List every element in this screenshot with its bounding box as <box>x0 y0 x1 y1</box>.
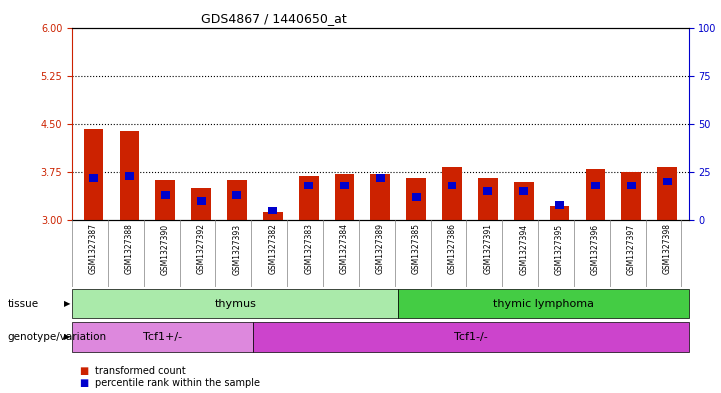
Bar <box>399 289 689 318</box>
Text: tissue: tissue <box>7 299 38 309</box>
Bar <box>197 197 205 205</box>
Bar <box>340 182 349 189</box>
Bar <box>84 129 103 220</box>
Bar <box>298 176 319 220</box>
Text: ■: ■ <box>79 366 89 376</box>
Text: GSM1327394: GSM1327394 <box>519 223 528 275</box>
Bar <box>549 206 570 220</box>
Bar <box>191 188 211 220</box>
Text: ▶: ▶ <box>63 299 71 308</box>
Bar <box>555 201 564 209</box>
Text: GSM1327387: GSM1327387 <box>89 223 98 274</box>
Bar <box>268 207 278 214</box>
Bar <box>232 191 242 199</box>
Text: Tcf1+/-: Tcf1+/- <box>143 332 182 342</box>
Bar <box>591 182 600 189</box>
Bar <box>412 193 420 201</box>
Bar <box>448 182 456 189</box>
Bar <box>125 172 134 180</box>
Bar <box>483 187 492 195</box>
Bar <box>335 174 354 220</box>
Bar <box>120 132 139 220</box>
Bar <box>227 180 247 220</box>
Text: GDS4867 / 1440650_at: GDS4867 / 1440650_at <box>201 12 347 25</box>
Text: ■: ■ <box>79 378 89 388</box>
Text: GSM1327393: GSM1327393 <box>232 223 242 275</box>
Bar <box>156 180 175 220</box>
Text: GSM1327389: GSM1327389 <box>376 223 385 274</box>
Bar <box>663 178 671 185</box>
Text: GSM1327383: GSM1327383 <box>304 223 313 274</box>
Text: GSM1327385: GSM1327385 <box>412 223 420 274</box>
Bar <box>514 182 534 220</box>
Text: GSM1327384: GSM1327384 <box>340 223 349 274</box>
Text: transformed count: transformed count <box>95 366 186 376</box>
Text: GSM1327396: GSM1327396 <box>591 223 600 275</box>
Bar <box>371 174 390 220</box>
Bar <box>519 187 528 195</box>
Bar <box>407 178 426 220</box>
Bar <box>376 174 385 182</box>
Text: GSM1327397: GSM1327397 <box>627 223 636 275</box>
Text: genotype/variation: genotype/variation <box>7 332 106 342</box>
Bar <box>72 322 253 352</box>
Bar <box>72 289 399 318</box>
Bar <box>161 191 169 199</box>
Bar <box>622 172 641 220</box>
Bar <box>585 169 605 220</box>
Text: GSM1327388: GSM1327388 <box>125 223 134 274</box>
Text: percentile rank within the sample: percentile rank within the sample <box>95 378 260 388</box>
Text: ▶: ▶ <box>63 332 71 342</box>
Bar <box>304 182 313 189</box>
Text: thymic lymphoma: thymic lymphoma <box>493 299 594 309</box>
Bar <box>627 182 636 189</box>
Bar <box>253 322 689 352</box>
Bar <box>442 167 462 220</box>
Text: GSM1327392: GSM1327392 <box>197 223 205 274</box>
Text: GSM1327391: GSM1327391 <box>483 223 492 274</box>
Text: GSM1327398: GSM1327398 <box>663 223 671 274</box>
Bar <box>263 212 283 220</box>
Text: Tcf1-/-: Tcf1-/- <box>454 332 488 342</box>
Text: GSM1327390: GSM1327390 <box>161 223 169 275</box>
Bar <box>658 167 677 220</box>
Text: thymus: thymus <box>214 299 256 309</box>
Text: GSM1327382: GSM1327382 <box>268 223 278 274</box>
Text: GSM1327386: GSM1327386 <box>448 223 456 274</box>
Bar <box>89 174 98 182</box>
Bar <box>478 178 497 220</box>
Text: GSM1327395: GSM1327395 <box>555 223 564 275</box>
